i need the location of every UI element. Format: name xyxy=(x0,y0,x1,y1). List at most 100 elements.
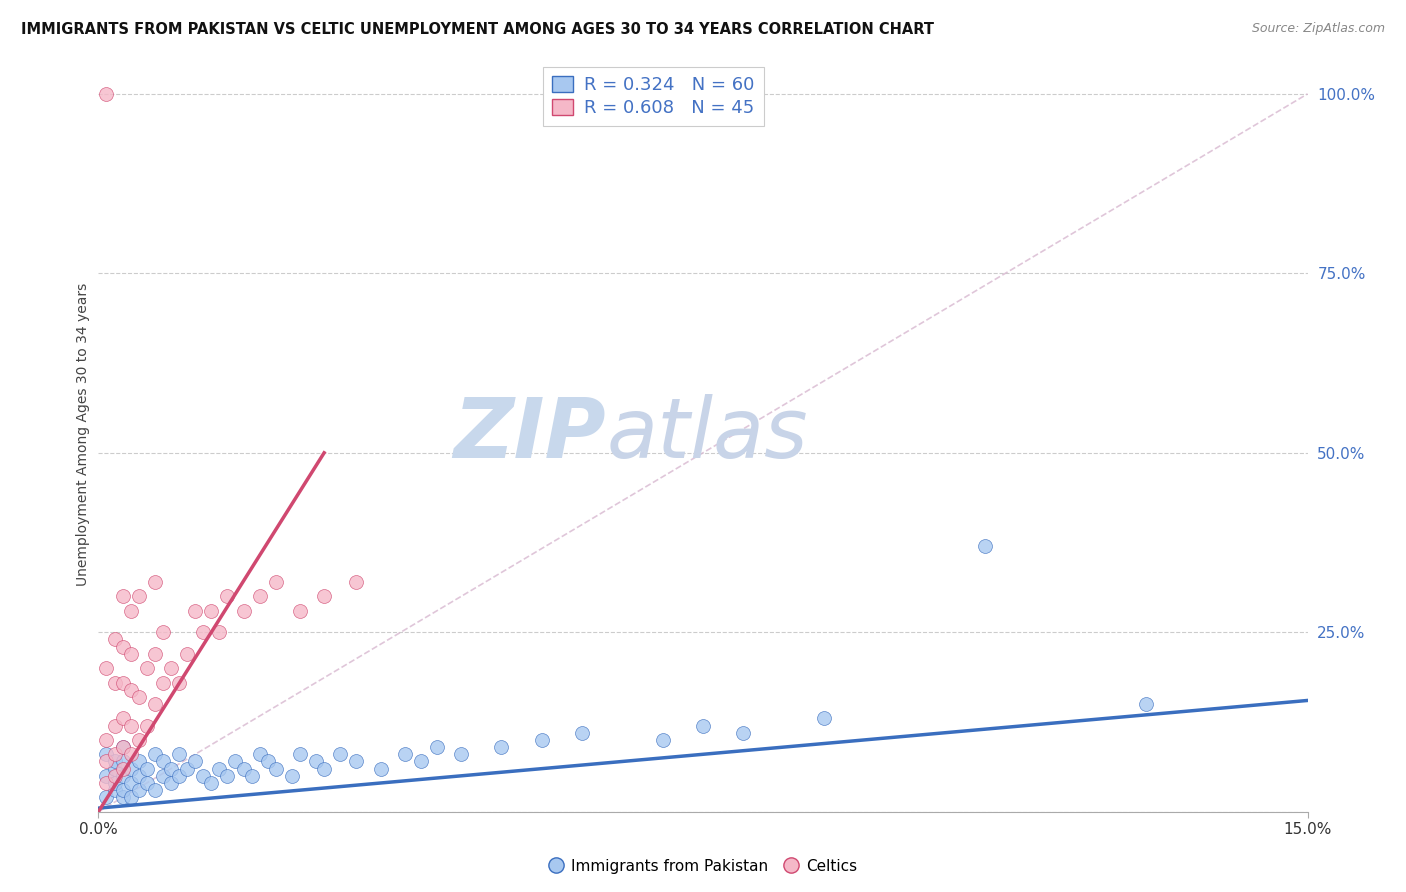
Point xyxy=(96,776,118,790)
Point xyxy=(96,769,118,783)
Point xyxy=(152,675,174,690)
Point xyxy=(103,762,125,776)
Point xyxy=(143,647,166,661)
Point xyxy=(974,539,997,553)
Point xyxy=(232,762,254,776)
Point xyxy=(120,647,142,661)
Point xyxy=(692,718,714,732)
Point xyxy=(111,740,134,755)
Point xyxy=(135,661,157,675)
Point xyxy=(128,733,150,747)
Point xyxy=(96,755,118,769)
Point xyxy=(143,574,166,589)
Point xyxy=(394,747,416,762)
Point xyxy=(344,574,367,589)
Point xyxy=(103,769,125,783)
Point xyxy=(450,747,472,762)
Point xyxy=(120,682,142,697)
Point xyxy=(120,718,142,732)
Point xyxy=(426,740,449,755)
Point xyxy=(193,625,215,640)
Point xyxy=(240,769,263,783)
Point xyxy=(314,762,336,776)
Point xyxy=(530,733,553,747)
Point xyxy=(103,718,125,732)
Point xyxy=(152,625,174,640)
Point xyxy=(103,783,125,797)
Point xyxy=(288,604,311,618)
Point xyxy=(111,640,134,654)
Point xyxy=(103,755,125,769)
Point xyxy=(160,762,183,776)
Point xyxy=(217,590,239,604)
Point xyxy=(103,747,125,762)
Point xyxy=(314,590,336,604)
Point xyxy=(103,632,125,647)
Point xyxy=(152,755,174,769)
Point xyxy=(111,783,134,797)
Point xyxy=(1135,697,1157,711)
Point xyxy=(128,590,150,604)
Point xyxy=(135,718,157,732)
Point xyxy=(152,769,174,783)
Text: atlas: atlas xyxy=(606,394,808,475)
Point xyxy=(167,747,190,762)
Point xyxy=(96,87,118,101)
Point xyxy=(370,762,392,776)
Text: IMMIGRANTS FROM PAKISTAN VS CELTIC UNEMPLOYMENT AMONG AGES 30 TO 34 YEARS CORREL: IMMIGRANTS FROM PAKISTAN VS CELTIC UNEMP… xyxy=(21,22,934,37)
Point xyxy=(813,711,835,725)
Point xyxy=(96,790,118,805)
Point xyxy=(128,769,150,783)
Point xyxy=(160,776,183,790)
Point xyxy=(111,769,134,783)
Point xyxy=(288,747,311,762)
Point xyxy=(111,762,134,776)
Point xyxy=(208,625,231,640)
Point xyxy=(208,762,231,776)
Point xyxy=(128,783,150,797)
Legend: Immigrants from Pakistan, Celtics: Immigrants from Pakistan, Celtics xyxy=(543,853,863,880)
Point xyxy=(305,755,328,769)
Point xyxy=(120,776,142,790)
Point xyxy=(491,740,513,755)
Point xyxy=(120,762,142,776)
Legend: R = 0.324   N = 60, R = 0.608   N = 45: R = 0.324 N = 60, R = 0.608 N = 45 xyxy=(543,67,763,126)
Point xyxy=(96,747,118,762)
Point xyxy=(103,675,125,690)
Point xyxy=(193,769,215,783)
Point xyxy=(167,675,190,690)
Point xyxy=(264,762,287,776)
Point xyxy=(143,697,166,711)
Point xyxy=(120,790,142,805)
Point xyxy=(651,733,673,747)
Point xyxy=(135,776,157,790)
Y-axis label: Unemployment Among Ages 30 to 34 years: Unemployment Among Ages 30 to 34 years xyxy=(76,284,90,586)
Point xyxy=(96,733,118,747)
Point xyxy=(264,574,287,589)
Point xyxy=(96,661,118,675)
Point xyxy=(111,755,134,769)
Point xyxy=(111,711,134,725)
Point xyxy=(143,747,166,762)
Point xyxy=(143,783,166,797)
Point xyxy=(184,604,207,618)
Text: ZIP: ZIP xyxy=(454,394,606,475)
Point xyxy=(120,604,142,618)
Point xyxy=(571,725,593,739)
Point xyxy=(256,755,278,769)
Point xyxy=(733,725,755,739)
Point xyxy=(281,769,304,783)
Point xyxy=(176,647,198,661)
Point xyxy=(135,762,157,776)
Point xyxy=(200,776,222,790)
Point xyxy=(224,755,246,769)
Text: Source: ZipAtlas.com: Source: ZipAtlas.com xyxy=(1251,22,1385,36)
Point xyxy=(167,769,190,783)
Point xyxy=(128,755,150,769)
Point xyxy=(160,661,183,675)
Point xyxy=(103,776,125,790)
Point xyxy=(344,755,367,769)
Point xyxy=(249,590,271,604)
Point xyxy=(111,675,134,690)
Point xyxy=(249,747,271,762)
